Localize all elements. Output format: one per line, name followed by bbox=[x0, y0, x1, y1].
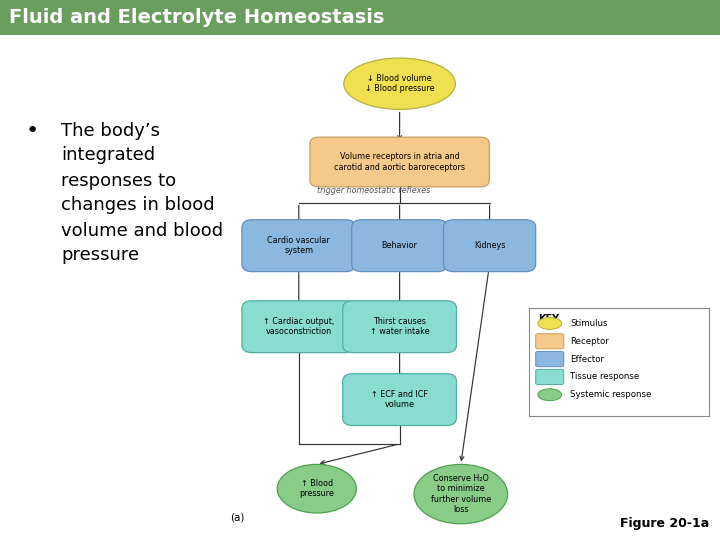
Text: Receptor: Receptor bbox=[570, 337, 609, 346]
FancyBboxPatch shape bbox=[343, 301, 456, 353]
FancyBboxPatch shape bbox=[444, 220, 536, 272]
Ellipse shape bbox=[277, 464, 356, 513]
Text: Stimulus: Stimulus bbox=[570, 319, 608, 328]
Text: ↑ Cardiac output,
vasoconstriction: ↑ Cardiac output, vasoconstriction bbox=[264, 317, 334, 336]
Text: •: • bbox=[25, 122, 38, 141]
Text: ↑ Blood
pressure: ↑ Blood pressure bbox=[300, 479, 334, 498]
Text: Tissue response: Tissue response bbox=[570, 373, 639, 381]
Text: KEY: KEY bbox=[538, 314, 559, 325]
Text: ↓ Blood volume
↓ Blood pressure: ↓ Blood volume ↓ Blood pressure bbox=[365, 74, 434, 93]
Text: Volume receptors in atria and
carotid and aortic baroreceptors: Volume receptors in atria and carotid an… bbox=[334, 152, 465, 172]
Ellipse shape bbox=[538, 389, 562, 401]
Ellipse shape bbox=[414, 464, 508, 524]
FancyBboxPatch shape bbox=[536, 352, 564, 367]
FancyBboxPatch shape bbox=[0, 0, 720, 35]
FancyBboxPatch shape bbox=[242, 220, 356, 272]
FancyBboxPatch shape bbox=[536, 334, 564, 349]
Text: Conserve H₂O
to minimize
further volume
loss: Conserve H₂O to minimize further volume … bbox=[431, 474, 491, 514]
FancyBboxPatch shape bbox=[343, 374, 456, 426]
FancyBboxPatch shape bbox=[242, 301, 356, 353]
Text: Effector: Effector bbox=[570, 355, 604, 363]
Text: Cardio vascular
system: Cardio vascular system bbox=[267, 236, 330, 255]
Text: Figure 20-1a: Figure 20-1a bbox=[620, 517, 709, 530]
Text: trigger homeostatic reflexes: trigger homeostatic reflexes bbox=[317, 186, 430, 195]
Text: Systemic response: Systemic response bbox=[570, 390, 652, 399]
FancyBboxPatch shape bbox=[352, 220, 448, 272]
Text: Fluid and Electrolyte Homeostasis: Fluid and Electrolyte Homeostasis bbox=[9, 8, 384, 27]
Text: ↑ ECF and ICF
volume: ↑ ECF and ICF volume bbox=[372, 390, 428, 409]
Text: Kidneys: Kidneys bbox=[474, 241, 505, 250]
Text: Thirst causes
↑ water intake: Thirst causes ↑ water intake bbox=[370, 317, 429, 336]
Ellipse shape bbox=[344, 58, 456, 109]
FancyBboxPatch shape bbox=[310, 137, 490, 187]
Text: Behavior: Behavior bbox=[382, 241, 418, 250]
Text: The body’s
integrated
responses to
changes in blood
volume and blood
pressure: The body’s integrated responses to chang… bbox=[61, 122, 223, 265]
Ellipse shape bbox=[538, 318, 562, 329]
FancyBboxPatch shape bbox=[536, 369, 564, 384]
Text: (a): (a) bbox=[230, 512, 245, 523]
